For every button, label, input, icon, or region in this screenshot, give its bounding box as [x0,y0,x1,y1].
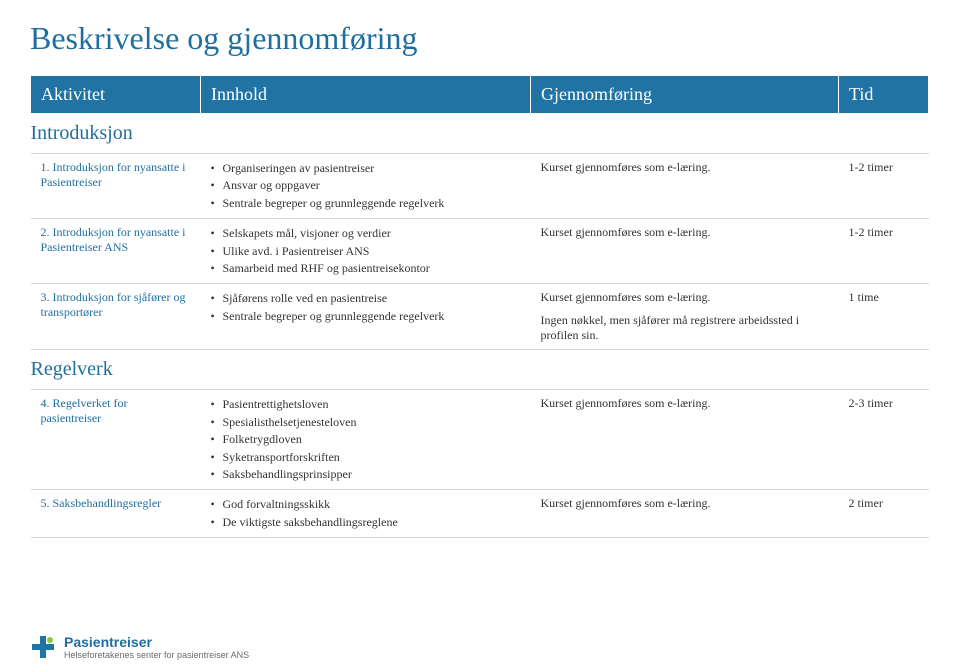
row-number: 2. [41,225,50,239]
activity-cell: 2. Introduksjon for nyansatte i Pasientr… [31,219,201,284]
impl-cell: Kurset gjennomføres som e-læring. Ingen … [531,284,839,350]
content-item: Ansvar og oppgaver [211,177,521,194]
row-number: 5. [41,496,50,510]
activity-text: Saksbehandlingsregler [53,496,162,510]
time-cell: 2 timer [839,490,929,538]
table-row: 1. Introduksjon for nyansatte i Pasientr… [31,154,929,219]
content-item: De viktigste saksbehandlingsreglene [211,514,521,531]
row-number: 3. [41,290,50,304]
col-time: Tid [839,76,929,114]
activities-table: Aktivitet Innhold Gjennomføring Tid Intr… [30,75,929,538]
table-row: 3. Introduksjon for sjåfører og transpor… [31,284,929,350]
time-cell: 1 time [839,284,929,350]
impl-cell: Kurset gjennomføres som e-læring. [531,154,839,219]
content-item: Spesialisthelsetjenesteloven [211,414,521,431]
page-title: Beskrivelse og gjennomføring [30,20,929,57]
col-implementation: Gjennomføring [531,76,839,114]
activity-text: Introduksjon for nyansatte i Pasientreis… [41,160,186,189]
logo-mark-icon [30,634,56,660]
section-intro: Introduksjon [31,114,929,154]
table-row: 5. Saksbehandlingsregler God forvaltning… [31,490,929,538]
col-content: Innhold [201,76,531,114]
content-cell: Pasientrettighetsloven Spesialisthelsetj… [201,390,531,490]
impl-cell: Kurset gjennomføres som e-læring. [531,390,839,490]
row-number: 4. [41,396,50,410]
section-regelverk-label: Regelverk [31,350,929,390]
content-item: Saksbehandlingsprinsipper [211,466,521,483]
impl-note: Ingen nøkkel, men sjåfører må registrere… [541,313,829,343]
activity-text: Introduksjon for nyansatte i Pasientreis… [41,225,186,254]
time-cell: 1-2 timer [839,219,929,284]
content-cell: God forvaltningsskikk De viktigste saksb… [201,490,531,538]
table-row: 2. Introduksjon for nyansatte i Pasientr… [31,219,929,284]
section-intro-label: Introduksjon [31,114,929,154]
time-cell: 1-2 timer [839,154,929,219]
content-cell: Selskapets mål, visjoner og verdier Ulik… [201,219,531,284]
time-cell: 2-3 timer [839,390,929,490]
content-item: Syketransportforskriften [211,449,521,466]
content-item: Selskapets mål, visjoner og verdier [211,225,521,242]
impl-cell: Kurset gjennomføres som e-læring. [531,490,839,538]
impl-cell: Kurset gjennomføres som e-læring. [531,219,839,284]
content-cell: Organiseringen av pasientreiser Ansvar o… [201,154,531,219]
col-activity: Aktivitet [31,76,201,114]
activity-cell: 1. Introduksjon for nyansatte i Pasientr… [31,154,201,219]
content-item: Sentrale begreper og grunnleggende regel… [211,195,521,212]
logo-text: Pasientreiser Helseforetakenes senter fo… [64,634,249,660]
activity-text: Regelverket for pasientreiser [41,396,128,425]
logo-brand: Pasientreiser [64,634,249,650]
impl-text: Kurset gjennomføres som e-læring. [541,290,829,305]
table-header-row: Aktivitet Innhold Gjennomføring Tid [31,76,929,114]
section-regelverk: Regelverk [31,350,929,390]
activity-text: Introduksjon for sjåfører og transportør… [41,290,186,319]
footer-logo: Pasientreiser Helseforetakenes senter fo… [30,634,249,660]
row-number: 1. [41,160,50,174]
content-item: Folketrygdloven [211,431,521,448]
content-item: Sjåførens rolle ved en pasientreise [211,290,521,307]
activity-cell: 4. Regelverket for pasientreiser [31,390,201,490]
content-item: Organiseringen av pasientreiser [211,160,521,177]
content-item: Samarbeid med RHF og pasientreisekontor [211,260,521,277]
content-item: Sentrale begreper og grunnleggende regel… [211,308,521,325]
content-item: Ulike avd. i Pasientreiser ANS [211,243,521,260]
content-cell: Sjåførens rolle ved en pasientreise Sent… [201,284,531,350]
content-item: Pasientrettighetsloven [211,396,521,413]
activity-cell: 5. Saksbehandlingsregler [31,490,201,538]
activity-cell: 3. Introduksjon for sjåfører og transpor… [31,284,201,350]
content-item: God forvaltningsskikk [211,496,521,513]
logo-tagline: Helseforetakenes senter for pasientreise… [64,650,249,660]
table-row: 4. Regelverket for pasientreiser Pasient… [31,390,929,490]
